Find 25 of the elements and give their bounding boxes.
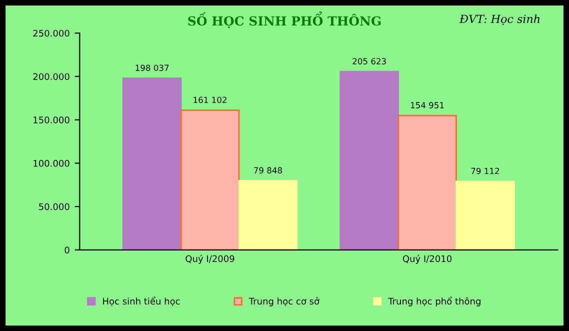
data-label: 205 623 bbox=[352, 58, 386, 64]
y-tick-label: 250.000 bbox=[33, 30, 70, 37]
bar bbox=[340, 70, 399, 250]
x-tick-label: Quý I/2009 bbox=[186, 254, 234, 264]
x-tick-label: Quý I/2010 bbox=[402, 254, 452, 264]
legend-label: Học sinh tiểu học bbox=[103, 296, 180, 306]
data-label: 154 951 bbox=[410, 102, 444, 108]
bar bbox=[180, 110, 240, 250]
chart-title: SỐ HỌC SINH PHỔ THÔNG bbox=[188, 12, 381, 28]
data-label: 79 848 bbox=[254, 167, 282, 174]
data-label: 161 102 bbox=[194, 96, 226, 104]
bar bbox=[456, 180, 515, 250]
bar bbox=[238, 180, 298, 250]
legend-label: Trung học cơ sở bbox=[248, 297, 320, 306]
bar bbox=[398, 114, 457, 250]
y-tick-label: 150.000 bbox=[34, 116, 70, 124]
text: ĐVT: Học sinh bbox=[459, 14, 540, 26]
data-label: 198 037 bbox=[136, 64, 169, 71]
y-tick-label: 0 bbox=[64, 246, 70, 254]
legend-label: Trung học phổ thông bbox=[388, 296, 480, 306]
bar bbox=[122, 77, 182, 250]
y-tick-label: 200.000 bbox=[33, 73, 70, 80]
data-label: 79 112 bbox=[471, 168, 499, 174]
y-tick-label: 50.000 bbox=[39, 203, 70, 210]
y-tick-label: 100.000 bbox=[34, 160, 70, 167]
